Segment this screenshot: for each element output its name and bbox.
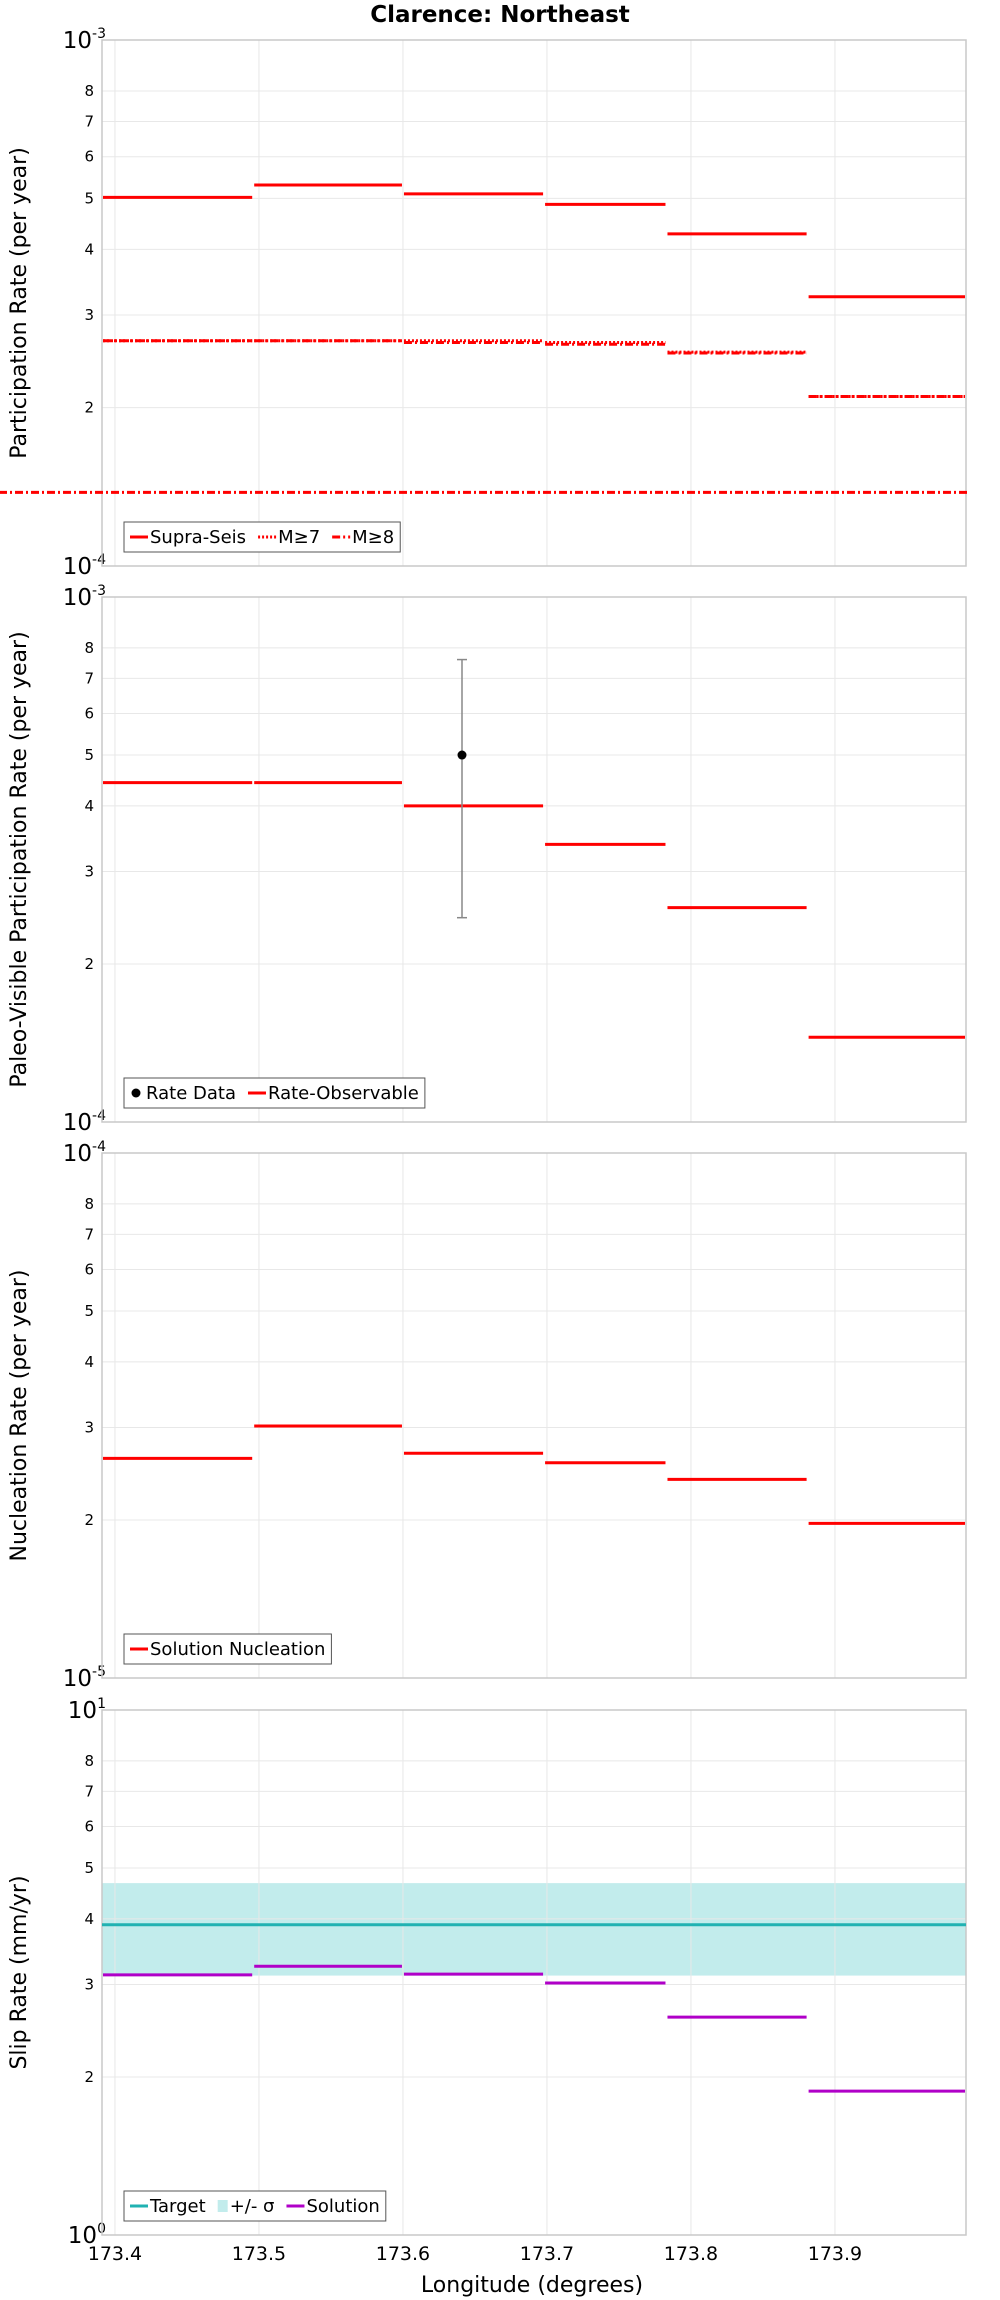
y-tick-label: 7 — [84, 112, 94, 130]
y-tick-label: 3 — [84, 863, 94, 881]
y-tick-label: 5 — [84, 1859, 94, 1877]
y-tick-label: 3 — [84, 306, 94, 324]
plot-frame — [101, 39, 967, 567]
legend-marker-dot — [131, 1088, 141, 1098]
y-tick-label: 2 — [84, 1511, 94, 1529]
legend-label: +/- σ — [230, 2196, 275, 2217]
y-major-tick-exponent: -4 — [92, 1139, 106, 1155]
y-major-tick-base: 10 — [68, 1698, 97, 1724]
y-major-tick-base: 10 — [63, 554, 92, 580]
x-tick-label: 173.6 — [376, 2243, 430, 2265]
legend: Target +/- σ Solution — [123, 2190, 387, 2222]
y-major-tick-label: 10-5 — [63, 1664, 106, 1692]
y-major-tick-label: 101 — [68, 1696, 106, 1724]
y-axis-label: Slip Rate (mm/yr) — [7, 1875, 32, 2069]
y-major-tick-exponent: -3 — [92, 583, 106, 599]
y-major-tick-base: 10 — [63, 585, 92, 611]
legend: Supra-Seis M≥7 M≥8 — [123, 521, 401, 553]
y-tick-label: 7 — [84, 1225, 94, 1243]
y-tick-label: 5 — [84, 189, 94, 207]
y-major-tick-exponent: 1 — [97, 1696, 106, 1712]
plot-frame — [101, 1709, 967, 2236]
y-tick-label: 6 — [84, 704, 94, 722]
plot-frame — [101, 596, 967, 1123]
y-axis-label: Participation Rate (per year) — [7, 147, 32, 459]
y-major-tick-label: 10-4 — [63, 552, 106, 580]
y-major-tick-base: 10 — [63, 1141, 92, 1167]
data-point — [457, 750, 467, 760]
y-major-tick-label: 10-3 — [63, 583, 106, 611]
plot-area — [102, 40, 966, 566]
y-tick-label: 8 — [84, 639, 94, 657]
y-tick-label: 5 — [84, 1302, 94, 1320]
y-tick-label: 6 — [84, 148, 94, 166]
y-tick-label: 4 — [84, 1910, 94, 1928]
legend-label: Solution — [306, 2196, 379, 2217]
y-tick-label: 5 — [84, 746, 94, 764]
plot-area — [102, 597, 966, 1122]
legend-label: M≥7 — [278, 527, 320, 548]
x-axis-label: Longitude (degrees) — [421, 2273, 643, 2298]
legend-label: Target — [149, 2196, 206, 2217]
y-tick-label: 7 — [84, 1782, 94, 1800]
plot-area — [102, 1153, 966, 1678]
y-major-tick-base: 10 — [63, 1666, 92, 1692]
legend: Rate Data Rate-Observable — [123, 1077, 426, 1109]
y-tick-label: 6 — [84, 1260, 94, 1278]
y-tick-label: 2 — [84, 955, 94, 973]
y-tick-label: 4 — [84, 240, 94, 258]
y-tick-label: 2 — [84, 399, 94, 417]
y-tick-label: 4 — [84, 1353, 94, 1371]
x-tick-label: 173.9 — [808, 2243, 862, 2265]
y-tick-label: 8 — [84, 1752, 94, 1770]
legend-box — [123, 1077, 426, 1109]
y-tick-label: 2 — [84, 2068, 94, 2086]
y-major-tick-label: 10-3 — [63, 26, 106, 54]
legend-label: M≥8 — [352, 527, 394, 548]
x-tick-label: 173.8 — [664, 2243, 718, 2265]
x-axis: 173.4 173.5 173.6 173.7 173.8 173.9 — [88, 2243, 862, 2265]
y-major-tick-label: 10-4 — [63, 1139, 106, 1167]
y-axis-label: Paleo-Visible Participation Rate (per ye… — [7, 631, 32, 1087]
legend-swatch-band — [217, 2200, 228, 2212]
y-major-tick-base: 10 — [63, 28, 92, 54]
y-tick-label: 8 — [84, 82, 94, 100]
y-tick-label: 7 — [84, 669, 94, 687]
y-major-tick-exponent: -3 — [92, 26, 106, 42]
y-major-tick-base: 10 — [68, 2223, 97, 2249]
plot-frame — [101, 1152, 967, 1679]
y-tick-label: 6 — [84, 1817, 94, 1835]
x-tick-label: 173.7 — [520, 2243, 574, 2265]
figure-title: Clarence: Northeast — [370, 2, 630, 28]
y-major-tick-base: 10 — [63, 1110, 92, 1136]
legend: Solution Nucleation — [123, 1633, 332, 1665]
legend-box — [123, 2190, 387, 2222]
legend-box — [123, 1633, 332, 1665]
x-tick-label: 173.4 — [88, 2243, 142, 2265]
sigma-band — [102, 1883, 966, 1976]
legend-label: Supra-Seis — [150, 527, 246, 548]
legend-label: Solution Nucleation — [150, 1639, 325, 1660]
x-tick-label: 173.5 — [232, 2243, 286, 2265]
legend-label: Rate-Observable — [268, 1083, 419, 1104]
y-axis-label: Nucleation Rate (per year) — [7, 1270, 32, 1562]
y-tick-label: 8 — [84, 1195, 94, 1213]
y-major-tick-label: 10-4 — [63, 1108, 106, 1136]
y-tick-label: 3 — [84, 1419, 94, 1437]
legend-label: Rate Data — [146, 1083, 236, 1104]
y-tick-label: 3 — [84, 1976, 94, 1994]
y-tick-label: 4 — [84, 797, 94, 815]
